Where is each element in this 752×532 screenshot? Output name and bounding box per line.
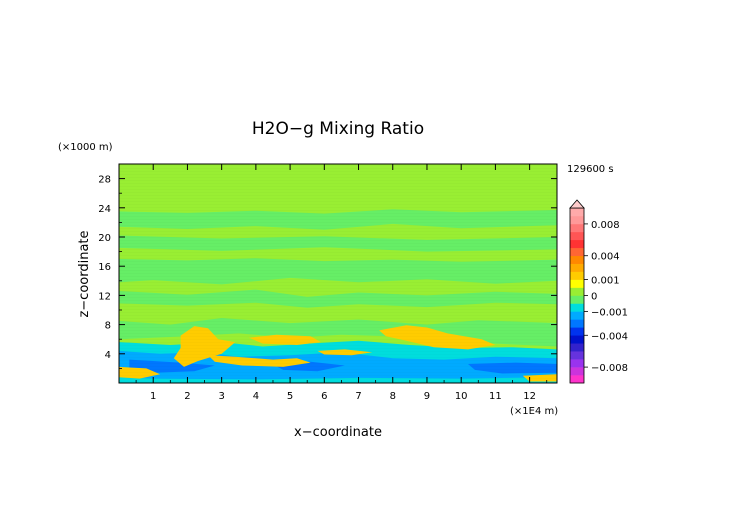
- colorbar-tick-label: 0.001: [591, 276, 620, 287]
- y-tick-label: 28: [98, 175, 111, 186]
- x-tick-label: 3: [218, 391, 224, 402]
- x-tick-label: 6: [321, 391, 327, 402]
- colorbar-swatch: [570, 271, 584, 280]
- x-tick-label: 2: [184, 391, 190, 402]
- y-tick-label: 24: [98, 204, 111, 215]
- x-tick-label: 4: [253, 391, 259, 402]
- y-axis-unit: (×1000 m): [58, 142, 113, 153]
- y-tick-label: 20: [98, 233, 111, 244]
- colorbar-tick-label: −0.001: [591, 307, 628, 318]
- x-tick-label: 5: [287, 391, 293, 402]
- y-tick-label: 12: [98, 291, 111, 302]
- y-axis-label: z−coordinate: [77, 230, 92, 317]
- y-axis: 4 8 12 16 20 24 28: [98, 175, 557, 369]
- x-tick-label: 1: [150, 391, 156, 402]
- colorbar-swatch: [570, 359, 584, 368]
- colorbar-swatch: [570, 247, 584, 257]
- colorbar-tick-label: 0: [591, 292, 597, 303]
- x-tick-label: 8: [390, 391, 396, 402]
- colorbar-swatch: [570, 263, 584, 272]
- time-label: 129600 s: [567, 164, 614, 175]
- colorbar-swatch: [570, 335, 584, 344]
- colorbar-tick-label: 0.004: [591, 252, 620, 263]
- colorbar: 0.008 0.004 0.001 0 −0.001 −0.004 −0.008: [569, 199, 628, 384]
- plot-area: [118, 163, 558, 384]
- colorbar-swatch: [570, 327, 584, 336]
- colorbar-swatch: [570, 367, 584, 376]
- colorbar-swatch: [570, 255, 584, 264]
- x-tick-label: 7: [355, 391, 361, 402]
- colorbar-swatch: [570, 239, 584, 249]
- colorbar-swatch: [570, 311, 584, 320]
- colorbar-swatch: [570, 303, 584, 312]
- colorbar-swatch: [570, 375, 584, 384]
- colorbar-swatch: [570, 295, 584, 304]
- colorbar-swatch: [570, 287, 584, 296]
- colorbar-swatch: [570, 343, 584, 352]
- colorbar-swatch: [570, 223, 584, 233]
- x-tick-label: 9: [424, 391, 430, 402]
- colorbar-swatch: [570, 279, 584, 288]
- colorbar-swatch: [570, 231, 584, 241]
- colorbar-swatch: [570, 319, 584, 328]
- x-tick-label: 12: [523, 391, 536, 402]
- colorbar-swatch: [570, 208, 584, 217]
- colorbar-overflow-arrow: [569, 199, 585, 209]
- colorbar-tick-label: 0.008: [591, 220, 620, 231]
- colorbar-swatch: [570, 215, 584, 225]
- y-tick-label: 16: [98, 262, 111, 273]
- colorbar-tick-label: −0.004: [591, 331, 628, 342]
- x-axis-label: x−coordinate: [294, 425, 382, 440]
- colorbar-tick-label: −0.008: [591, 363, 628, 374]
- x-tick-label: 11: [489, 391, 502, 402]
- colorbar-swatch: [570, 351, 584, 360]
- x-axis: 1 2 3 4 5 6 7 8 9 10 11 12: [135, 164, 548, 402]
- x-axis-unit: (×1E4 m): [510, 406, 558, 417]
- y-tick-label: 8: [105, 321, 111, 332]
- plot-frame: [118, 163, 558, 384]
- grid-texture: [119, 164, 557, 383]
- chart-title: H2O−g Mixing Ratio: [252, 119, 424, 139]
- y-tick-label: 4: [105, 350, 111, 361]
- x-tick-label: 10: [455, 391, 468, 402]
